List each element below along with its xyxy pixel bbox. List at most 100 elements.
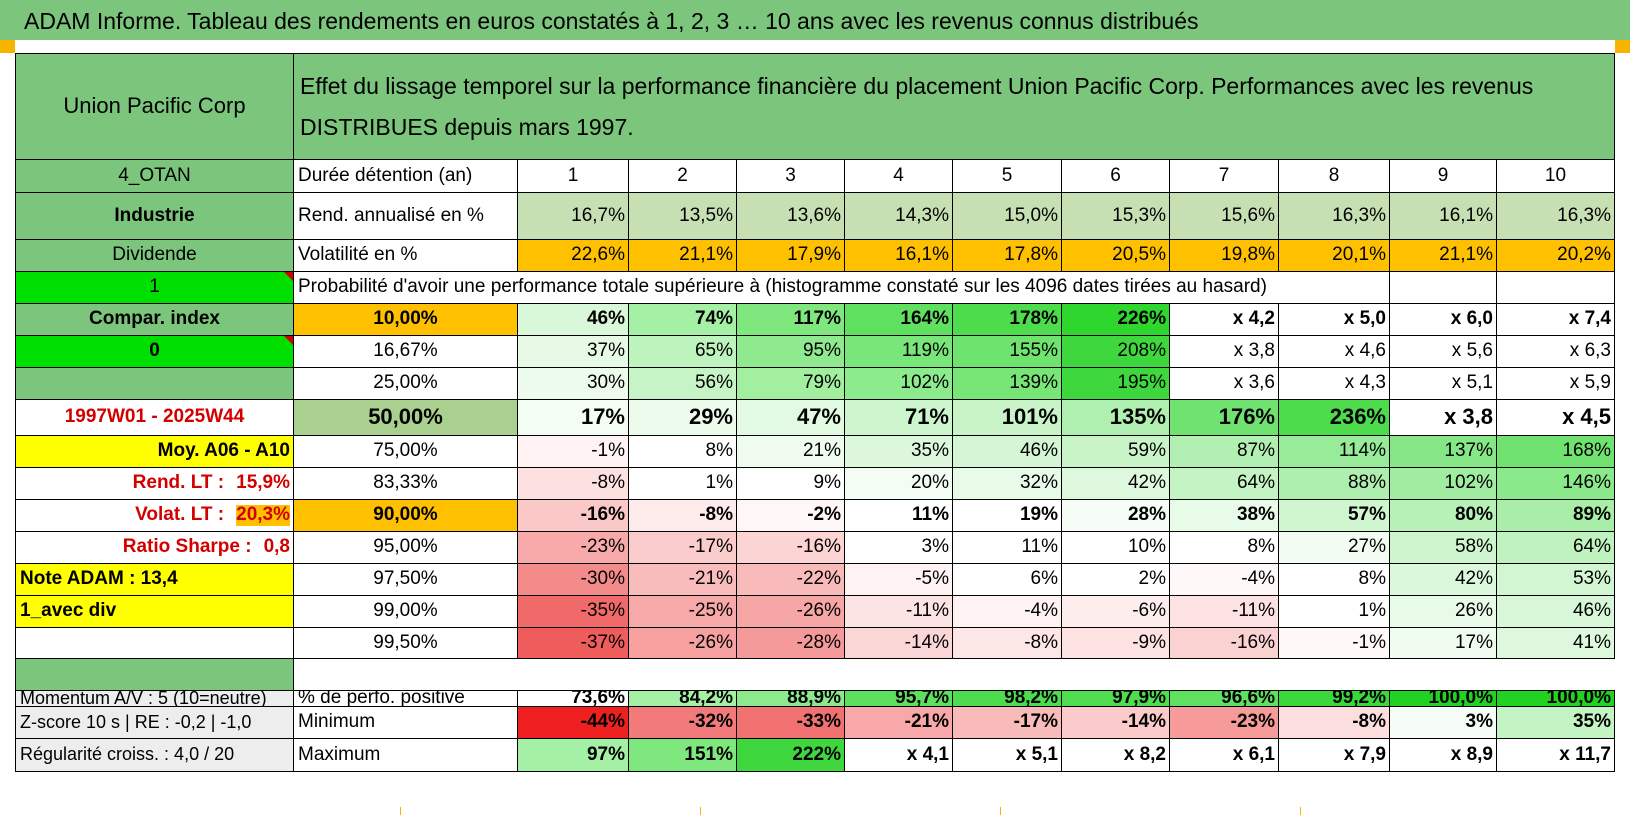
pos-label: % de perfo. positive — [294, 691, 518, 707]
probability-value: 236% — [1279, 400, 1390, 436]
probability-value: 65% — [629, 336, 737, 368]
probability-value: 95% — [737, 336, 845, 368]
probability-value: x 5,6 — [1390, 336, 1497, 368]
probability-value: 41% — [1497, 628, 1615, 659]
probability-value: 64% — [1170, 468, 1279, 500]
probability-value: -16% — [737, 532, 845, 564]
probability-value: 35% — [845, 436, 953, 468]
probability-value: -16% — [1170, 628, 1279, 659]
probability-value: 21% — [737, 436, 845, 468]
probability-value: 11% — [953, 532, 1062, 564]
probability-value: 8% — [1279, 564, 1390, 596]
min-value: 3% — [1390, 707, 1497, 739]
bottom-tick — [1300, 807, 1301, 815]
parameter-input-2[interactable]: 0 — [15, 336, 294, 368]
probability-value: 30% — [518, 368, 629, 400]
probability-value: -23% — [518, 532, 629, 564]
year-header: 4 — [845, 160, 953, 193]
spacer-cell — [15, 659, 294, 691]
probability-value: 27% — [1279, 532, 1390, 564]
rend-value: 15,3% — [1062, 193, 1170, 240]
probability-threshold: 25,00% — [294, 368, 518, 400]
probability-value: -4% — [1170, 564, 1279, 596]
year-header: 9 — [1390, 160, 1497, 193]
probability-value: -17% — [629, 532, 737, 564]
max-value: 97% — [518, 739, 629, 772]
note-adam: Note ADAM : 13,4 — [15, 564, 294, 596]
probability-value: 89% — [1497, 500, 1615, 532]
year-header: 6 — [1062, 160, 1170, 193]
probability-value: 28% — [1062, 500, 1170, 532]
probability-value: x 5,0 — [1279, 304, 1390, 336]
sector-label: Industrie — [15, 193, 294, 240]
probability-value: 102% — [1390, 468, 1497, 500]
probability-value: 208% — [1062, 336, 1170, 368]
pos-value: 84,2% — [629, 691, 737, 707]
type-label: Dividende — [15, 240, 294, 272]
probability-value: x 6,0 — [1390, 304, 1497, 336]
volat-lt-cell: Volat. LT : 20,3% — [15, 500, 294, 532]
probability-value: -35% — [518, 596, 629, 628]
probability-value: -4% — [953, 596, 1062, 628]
probability-value: 46% — [1497, 596, 1615, 628]
probability-value: x 4,6 — [1279, 336, 1390, 368]
probability-value: 117% — [737, 304, 845, 336]
min-label: Minimum — [294, 707, 518, 739]
parameter-input-1[interactable]: 1 — [15, 272, 294, 304]
pos-value: 100,0% — [1497, 691, 1615, 707]
probability-threshold: 75,00% — [294, 436, 518, 468]
probability-value: 164% — [845, 304, 953, 336]
min-value: -32% — [629, 707, 737, 739]
probability-value: 42% — [1390, 564, 1497, 596]
performance-table: Union Pacific Corp Effet du lissage tempo… — [15, 53, 1615, 815]
left-edge-marker — [0, 40, 15, 53]
probability-value: 146% — [1497, 468, 1615, 500]
probability-value: 168% — [1497, 436, 1615, 468]
pos-value: 99,2% — [1279, 691, 1390, 707]
rend-value: 16,3% — [1279, 193, 1390, 240]
mode-label: 1_avec div — [15, 596, 294, 628]
probability-threshold: 95,00% — [294, 532, 518, 564]
probability-value: -8% — [953, 628, 1062, 659]
probability-value: -11% — [1170, 596, 1279, 628]
year-header: 2 — [629, 160, 737, 193]
probability-value: x 5,1 — [1390, 368, 1497, 400]
sharpe-ratio-cell: Ratio Sharpe : 0,8 — [15, 532, 294, 564]
probability-value: x 5,9 — [1497, 368, 1615, 400]
min-value: -21% — [845, 707, 953, 739]
max-value: 222% — [737, 739, 845, 772]
vol-value: 22,6% — [518, 240, 629, 272]
pos-value: 88,9% — [737, 691, 845, 707]
pos-value: 98,2% — [953, 691, 1062, 707]
probability-value: 176% — [1170, 400, 1279, 436]
probability-value: 17% — [1390, 628, 1497, 659]
probability-value: -22% — [737, 564, 845, 596]
max-value: x 8,2 — [1062, 739, 1170, 772]
probability-value: 64% — [1497, 532, 1615, 564]
rend-value: 16,7% — [518, 193, 629, 240]
probability-value: -26% — [737, 596, 845, 628]
probability-threshold: 99,50% — [294, 628, 518, 659]
probability-threshold: 97,50% — [294, 564, 518, 596]
probability-value: -25% — [629, 596, 737, 628]
sharpe-ratio-value: 0,8 — [263, 536, 290, 558]
probability-value: -9% — [1062, 628, 1170, 659]
stock-name: Union Pacific Corp — [15, 53, 294, 160]
min-value: -14% — [1062, 707, 1170, 739]
probability-value: 88% — [1279, 468, 1390, 500]
probability-value: -1% — [518, 436, 629, 468]
probability-value: 26% — [1390, 596, 1497, 628]
year-header: 1 — [518, 160, 629, 193]
min-value: -44% — [518, 707, 629, 739]
probability-threshold: 83,33% — [294, 468, 518, 500]
probability-threshold: 16,67% — [294, 336, 518, 368]
probability-threshold: 50,00% — [294, 400, 518, 436]
pos-value: 73,6% — [518, 691, 629, 707]
vol-value: 17,8% — [953, 240, 1062, 272]
probability-value: 195% — [1062, 368, 1170, 400]
probability-value: 114% — [1279, 436, 1390, 468]
vol-value: 20,5% — [1062, 240, 1170, 272]
pos-value: 97,9% — [1062, 691, 1170, 707]
probability-value: 137% — [1390, 436, 1497, 468]
probability-threshold: 10,00% — [294, 304, 518, 336]
